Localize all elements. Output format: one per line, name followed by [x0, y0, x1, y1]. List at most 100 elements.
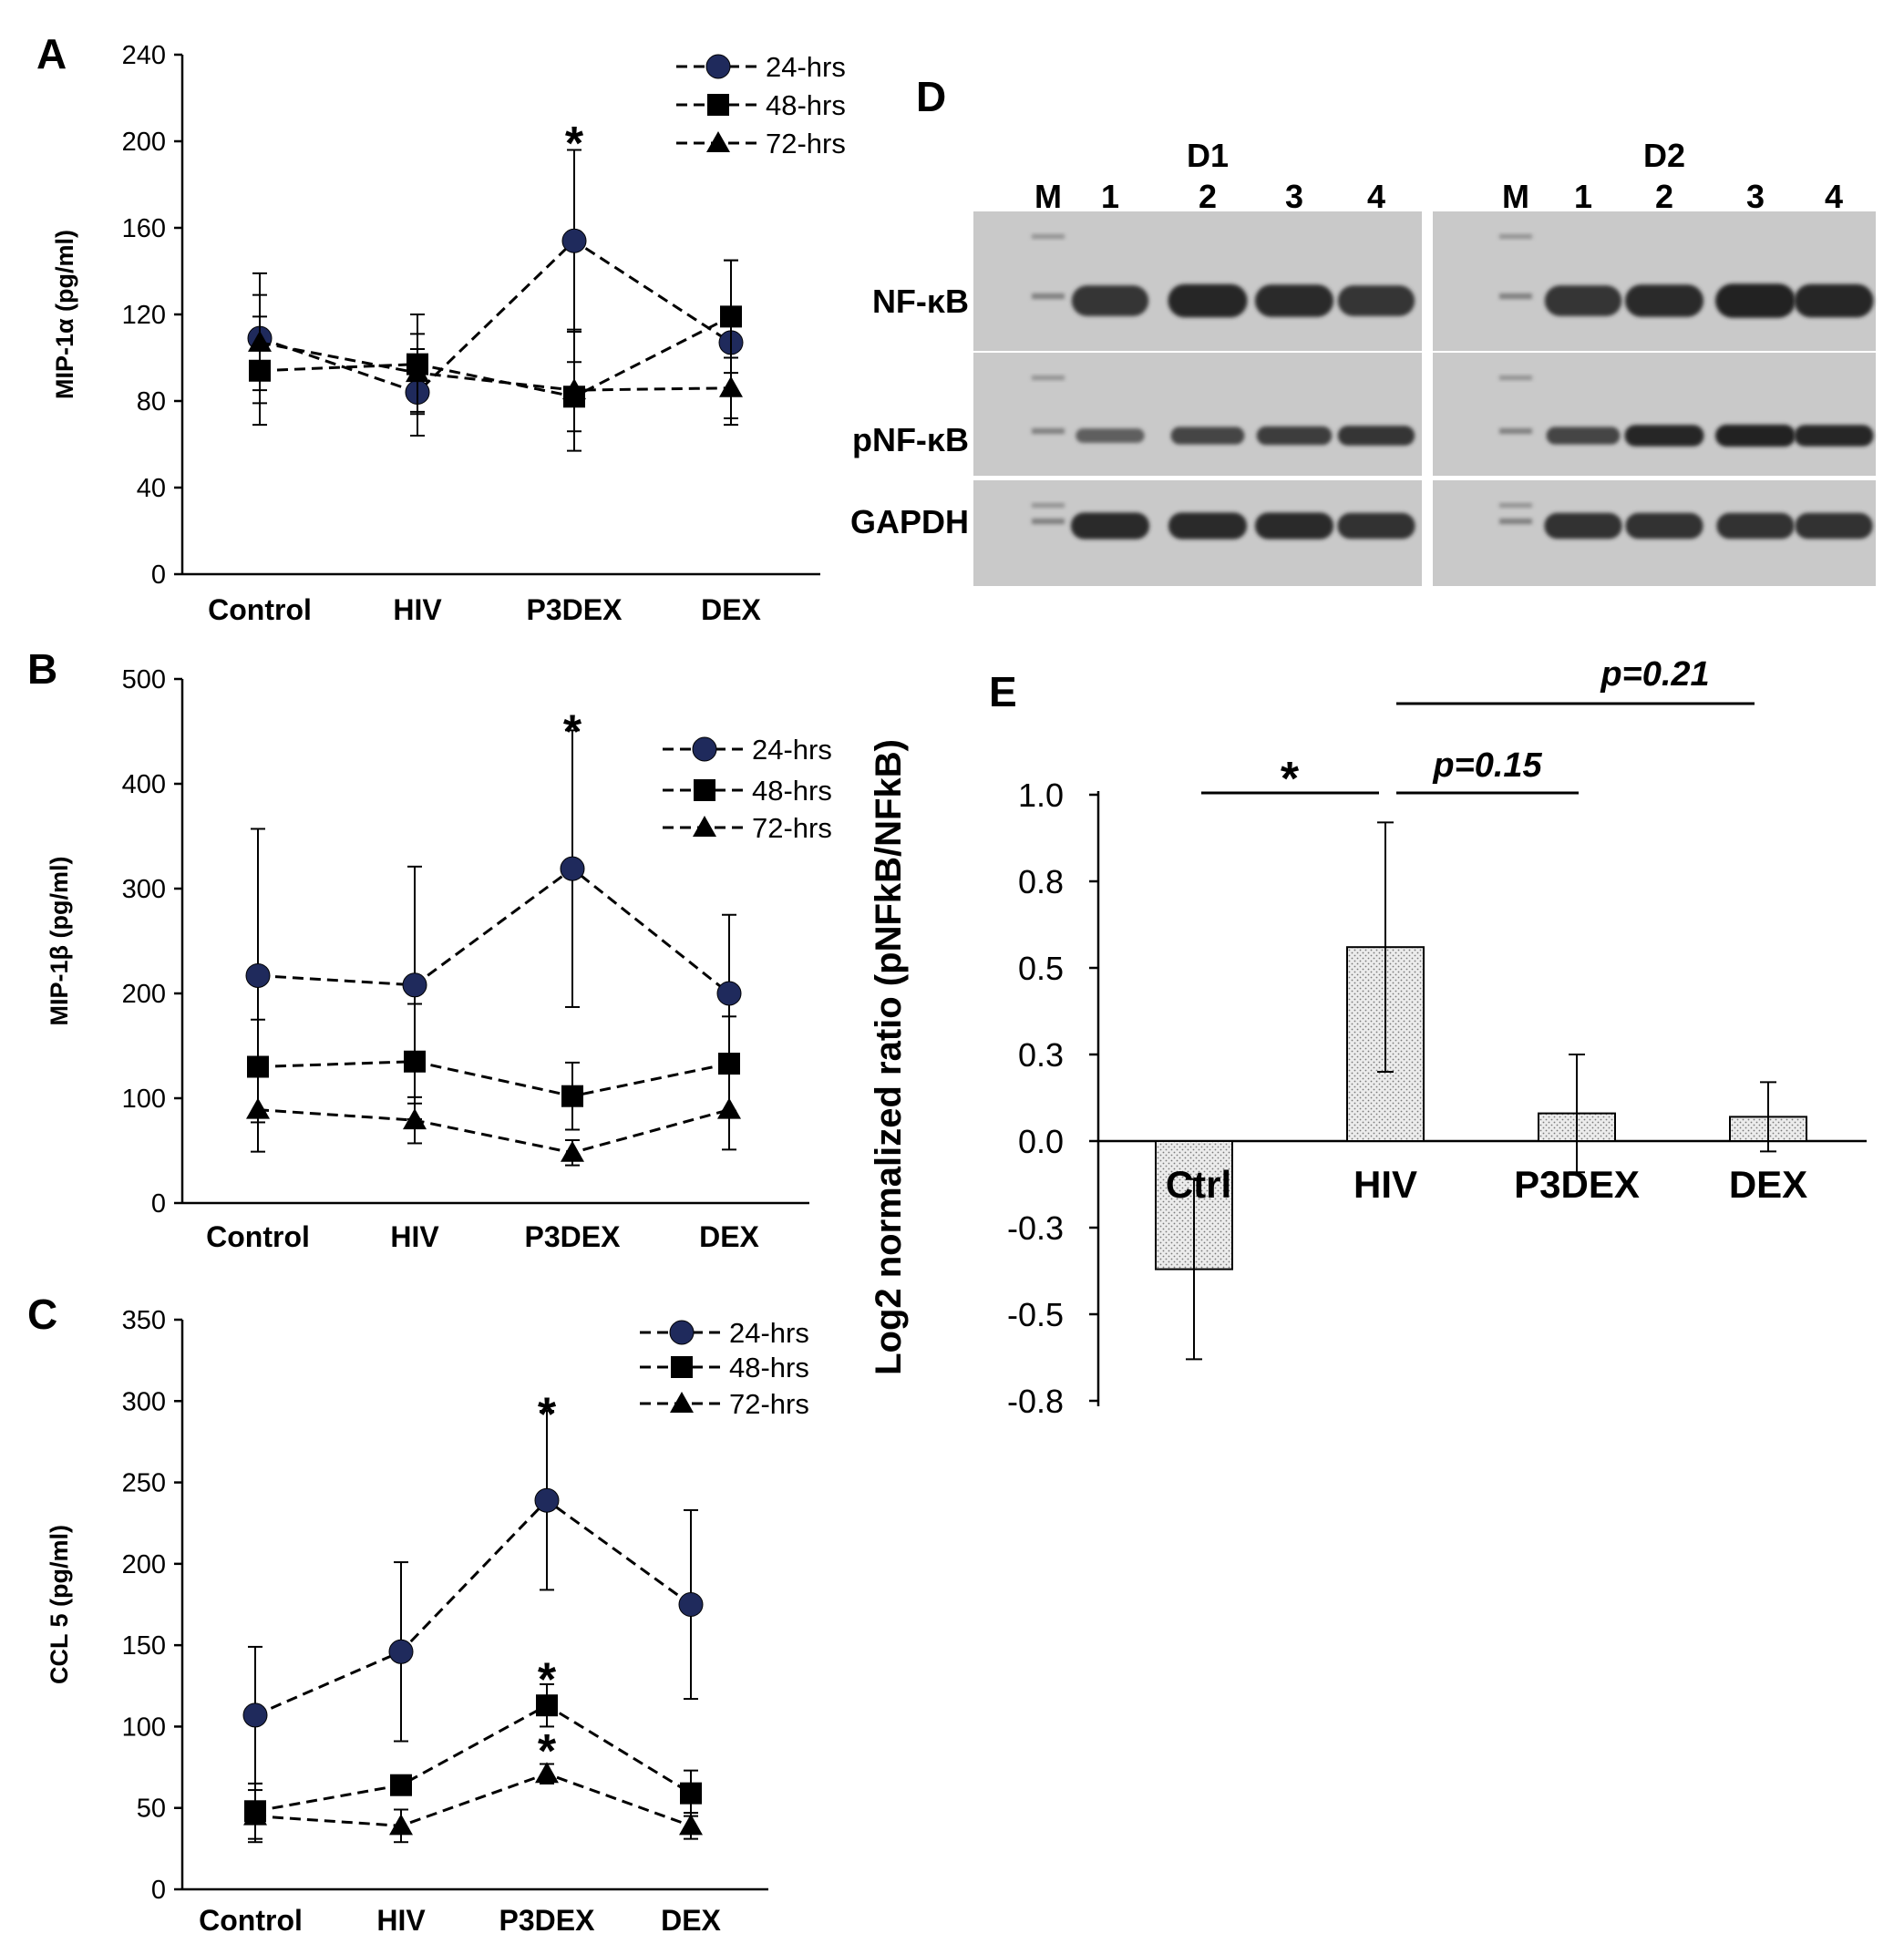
data-point-72-hrs [246, 1097, 270, 1119]
y-tick-label: -0.3 [1007, 1209, 1064, 1247]
blot-band [1337, 285, 1415, 316]
series-line-72-hrs [254, 1772, 692, 1827]
blot-band [1544, 285, 1622, 316]
ladder-band [1499, 519, 1532, 524]
y-tick-label: -0.5 [1007, 1296, 1064, 1333]
y-axis-label: CCL 5 (pg/ml) [46, 1525, 73, 1684]
ladder-band [1032, 234, 1065, 239]
y-tick-label: 0.3 [1018, 1036, 1064, 1074]
blot-band [1168, 512, 1248, 540]
blot-lane-label: 4 [1825, 178, 1843, 215]
data-point-24-hrs [388, 1639, 414, 1664]
panel-letter-e: E [989, 668, 1017, 715]
p-value-label: p=0.15 [1432, 746, 1542, 785]
legend-marker [671, 1356, 693, 1378]
blot-lane-label: 1 [1574, 178, 1592, 215]
ladder-band [1032, 519, 1065, 524]
blot-lane-label: 1 [1101, 178, 1119, 215]
significance-star: * [565, 118, 584, 170]
series-48-hrs [247, 1003, 740, 1131]
legend-item-72-hrs: 72-hrs [640, 1388, 809, 1420]
x-category-label-control: Control [208, 593, 312, 626]
blot-band [1624, 284, 1704, 317]
x-category-label-hiv: HIV [1353, 1163, 1417, 1206]
blot-strip-pnf-b [973, 353, 1422, 476]
blot-lane-label: 3 [1285, 178, 1303, 215]
ladder-band [1499, 234, 1532, 239]
blot-strip-nf-b [973, 211, 1422, 351]
blot-band [1071, 285, 1149, 316]
data-point-72-hrs [719, 375, 743, 397]
blot-row-label-gapdh: GAPDH [850, 503, 969, 540]
blot-band [1256, 426, 1333, 446]
blot-row-label-pnf-b: pNF-κB [852, 421, 969, 458]
legend-item-24-hrs: 24-hrs [676, 51, 846, 83]
series-72-hrs [243, 1762, 703, 1844]
data-point-72-hrs [403, 1108, 427, 1130]
data-point-72-hrs [406, 361, 429, 383]
blot-band [1337, 426, 1415, 446]
bar-chart: -0.8 -0.5 -0.3 0.0 0.3 0.5 0.8 1.0 Ctrl HIV P3DEX D… [869, 655, 1867, 1420]
series-line-48-hrs [254, 1703, 692, 1813]
x-category-label-dex: DEX [699, 1220, 759, 1253]
ladder-band [1032, 428, 1065, 434]
series-line-24-hrs [259, 239, 732, 395]
ladder-band [1032, 375, 1065, 380]
blot-lane-label: M [1034, 178, 1062, 215]
x-category-label-p3dex: P3DEX [499, 1904, 596, 1937]
blot-lane-label: 2 [1199, 178, 1217, 215]
y-axis-label: Log2 normalized ratio (pNFkB/NFkB) [869, 739, 909, 1375]
legend-marker [669, 1320, 695, 1345]
series-72-hrs [248, 293, 743, 452]
ladder-band [1499, 375, 1532, 380]
legend-item-48-hrs: 48-hrs [676, 89, 846, 121]
panel-c: C [27, 1291, 57, 1338]
y-tick-label: -0.8 [1007, 1383, 1064, 1420]
data-point-48-hrs [720, 305, 742, 328]
panel-d: D [916, 73, 946, 120]
blot-row-label-nf-b: NF-κB [872, 283, 969, 320]
blot-band [1716, 512, 1795, 540]
blot-lane-label: 2 [1655, 178, 1673, 215]
y-tick-label: 100 [122, 1713, 166, 1742]
y-tick-label: 100 [122, 1085, 166, 1114]
series-48-hrs [244, 1683, 702, 1840]
p-value-label: p=0.21 [1600, 655, 1709, 694]
legend-marker [705, 54, 731, 79]
data-point-24-hrs [560, 856, 585, 881]
significance-star: * [538, 1388, 557, 1441]
significance-star: * [1281, 753, 1300, 806]
legend-item-72-hrs: 72-hrs [676, 128, 846, 159]
blot-lane-label: 3 [1746, 178, 1765, 215]
data-point-24-hrs [534, 1487, 560, 1513]
blot-group-label: D1 [1187, 137, 1229, 174]
legend-label: 72-hrs [766, 128, 846, 159]
ladder-band [1499, 503, 1532, 508]
series-line-24-hrs [257, 867, 730, 995]
ladder-band [1499, 293, 1532, 299]
series-line-48-hrs [259, 315, 732, 398]
legend-item-48-hrs: 48-hrs [663, 775, 832, 807]
legend-marker [693, 816, 716, 837]
data-point-72-hrs [562, 378, 586, 400]
x-category-label-hiv: HIV [390, 1220, 439, 1253]
y-tick-label: 160 [122, 214, 166, 243]
blot-band [1625, 512, 1703, 540]
x-category-label-p3dex: P3DEX [525, 1220, 622, 1253]
panel-letter-b: B [27, 645, 57, 693]
legend-item-48-hrs: 48-hrs [640, 1352, 809, 1383]
legend-label: 72-hrs [729, 1388, 809, 1420]
y-tick-label: 350 [122, 1306, 166, 1335]
y-axis-label: MIP-1β (pg/ml) [46, 857, 73, 1026]
data-point-24-hrs [561, 228, 587, 253]
legend-label: 48-hrs [766, 89, 846, 121]
legend-item-72-hrs: 72-hrs [663, 812, 832, 844]
data-point-24-hrs [245, 962, 271, 988]
blot-band [1794, 283, 1874, 318]
series-line-72-hrs [259, 341, 732, 392]
y-tick-label: 300 [122, 875, 166, 904]
blot-band [1337, 512, 1415, 540]
legend-marker [692, 736, 717, 762]
blot-group-d1: D1 M 1 2 3 4 [973, 137, 1422, 586]
